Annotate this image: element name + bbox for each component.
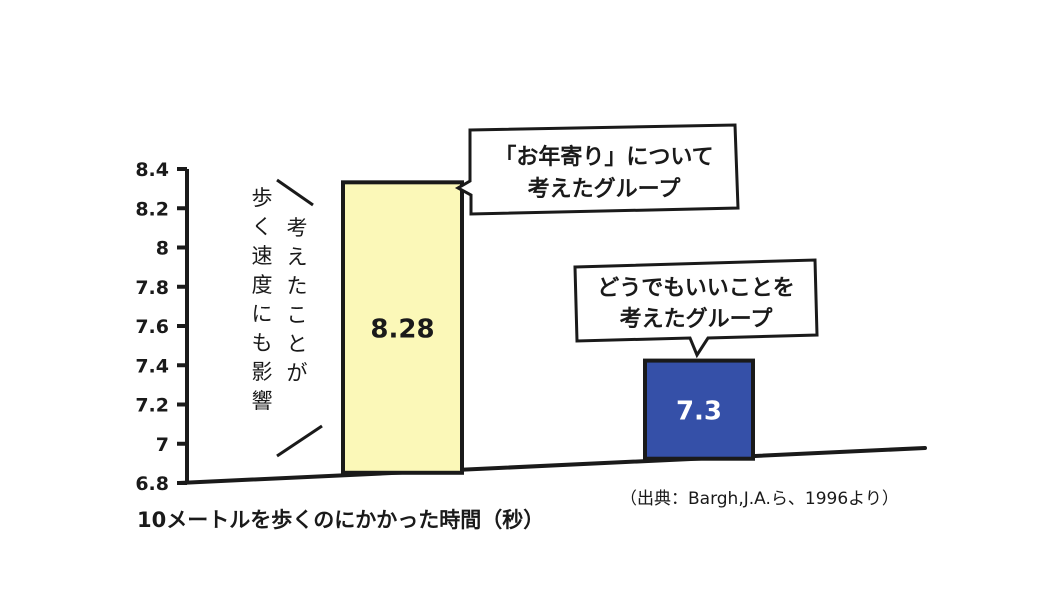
annotation-char: 度 [252, 273, 273, 297]
callout-text: 考えたグループ [528, 176, 682, 202]
annotation-char: 速 [252, 244, 273, 268]
x-axis-line [177, 446, 927, 485]
annotation-char: が [287, 361, 308, 385]
bar-value-label: 8.28 [370, 315, 434, 345]
annotation-slash-bottom [276, 424, 323, 458]
callout-text: 考えたグループ [620, 306, 774, 332]
bar [643, 358, 755, 461]
callout-bubble [573, 258, 819, 359]
y-tick-label: 8.4 [135, 159, 169, 181]
annotation-slash-top [276, 178, 314, 207]
x-axis-label: 10メートルを歩くのにかかった時間（秒） [137, 508, 544, 532]
annotation-char: も [252, 331, 273, 355]
annotation-char: 響 [252, 389, 273, 413]
bar-value-label: 7.3 [676, 397, 722, 427]
callout-text: 「お年寄り」について [494, 144, 713, 170]
y-tick-label: 8.2 [135, 198, 169, 220]
callout-text: どうでもいいことを [597, 276, 795, 301]
source-note: （出典：Bargh,J.A.ら、1996より） [620, 489, 899, 509]
annotation-char: 考 [287, 216, 308, 240]
y-tick-label: 7.4 [135, 355, 169, 377]
annotation-char: た [287, 274, 308, 298]
y-tick-label: 7.8 [135, 277, 169, 299]
annotation-char: 歩 [252, 186, 273, 210]
y-tick-label: 7 [156, 434, 169, 456]
callout-bubble [454, 123, 740, 216]
annotation-char: に [252, 302, 273, 326]
y-tick-label: 6.8 [135, 473, 169, 495]
bar [341, 180, 464, 475]
y-tick-label: 7.6 [135, 316, 169, 338]
y-tick-label: 7.2 [135, 395, 169, 417]
y-tick-label: 8 [156, 238, 169, 260]
annotation-char: 影 [252, 360, 273, 384]
annotation-char: と [287, 332, 308, 356]
annotation-char: こ [287, 303, 308, 327]
annotation-char: え [287, 245, 308, 269]
annotation-char: く [252, 215, 273, 239]
